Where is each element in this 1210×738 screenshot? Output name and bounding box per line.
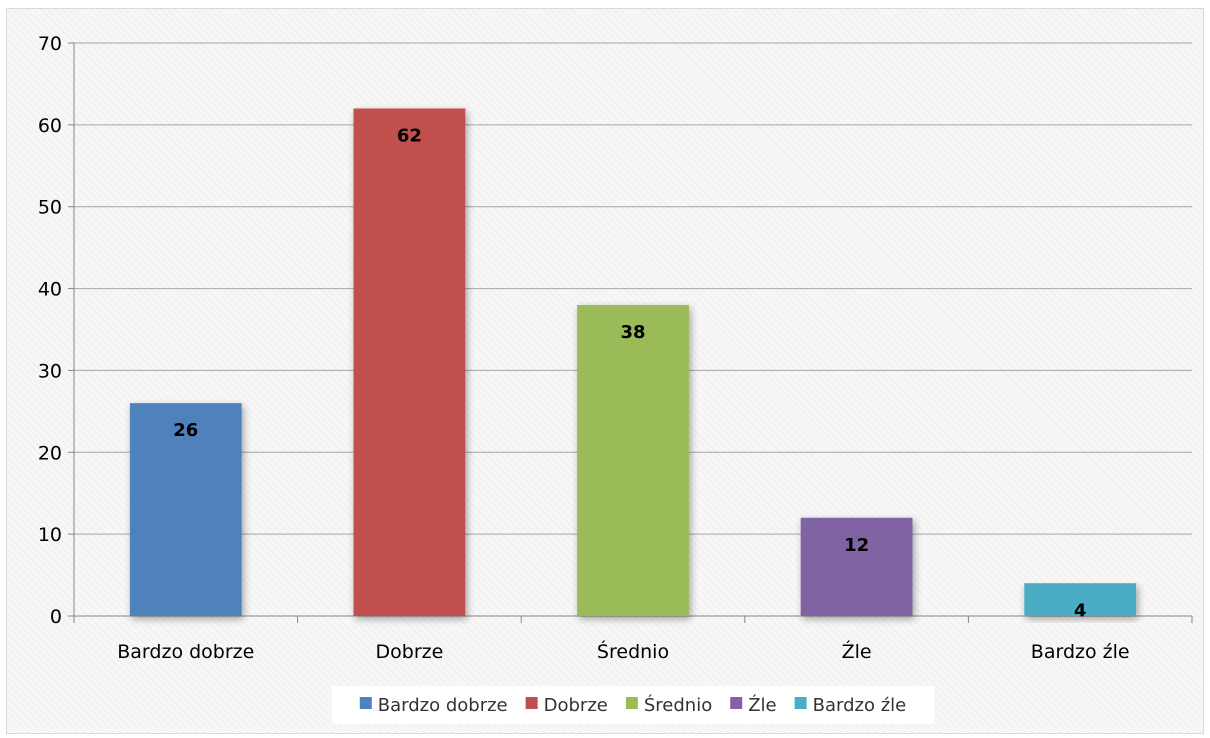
legend-item: Bardzo źle bbox=[794, 695, 907, 716]
bar bbox=[353, 108, 466, 616]
y-tick-label: 30 bbox=[38, 360, 62, 382]
y-tick-label: 0 bbox=[50, 606, 62, 628]
y-tick-label: 10 bbox=[38, 524, 62, 546]
y-tick-label: 40 bbox=[38, 279, 62, 301]
data-labels: 26 62 38 12 4 bbox=[173, 125, 1086, 621]
legend: Bardzo dobrze Dobrze Średnio Źle Bardzo źle bbox=[331, 686, 935, 724]
y-tick-label: 60 bbox=[38, 115, 62, 137]
data-label: 26 bbox=[173, 420, 198, 441]
legend-swatch bbox=[794, 697, 807, 709]
x-category-label: Dobrze bbox=[376, 641, 444, 663]
data-label: 12 bbox=[844, 535, 869, 556]
legend-item: Bardzo dobrze bbox=[359, 695, 508, 716]
data-label: 38 bbox=[620, 322, 645, 343]
bar bbox=[129, 403, 242, 616]
bar bbox=[1024, 583, 1137, 616]
legend-swatch bbox=[525, 697, 538, 709]
legend-item: Źle bbox=[730, 694, 777, 716]
legend-label: Dobrze bbox=[544, 695, 608, 716]
legend-label: Średnio bbox=[644, 694, 712, 716]
x-category-label: Bardzo dobrze bbox=[117, 641, 254, 663]
y-tick-label: 70 bbox=[38, 33, 62, 55]
legend-item: Dobrze bbox=[525, 695, 608, 716]
x-category-label: Źle bbox=[842, 640, 872, 663]
legend-label: Źle bbox=[748, 694, 776, 716]
legend-entries: Bardzo dobrze Dobrze Średnio Źle Bardzo źle bbox=[359, 694, 907, 716]
legend-label: Bardzo źle bbox=[813, 695, 907, 716]
data-label: 4 bbox=[1074, 600, 1087, 621]
y-tick-label: 20 bbox=[38, 442, 62, 464]
x-category-label: Bardzo źle bbox=[1031, 641, 1130, 663]
axes: 0 10 20 30 40 50 60 70 Bardzo dobrze Dobrze Średni… bbox=[38, 33, 1193, 663]
data-label: 62 bbox=[397, 125, 422, 146]
legend-swatch bbox=[359, 697, 372, 709]
legend-swatch bbox=[730, 697, 743, 709]
bar bbox=[577, 304, 689, 616]
x-category-label: Średnio bbox=[597, 639, 669, 663]
bar bbox=[800, 517, 913, 616]
y-tick-label: 50 bbox=[38, 197, 62, 219]
legend-label: Bardzo dobrze bbox=[378, 695, 508, 716]
legend-item: Średnio bbox=[625, 694, 712, 716]
bars bbox=[129, 108, 1137, 616]
legend-swatch bbox=[625, 697, 638, 709]
